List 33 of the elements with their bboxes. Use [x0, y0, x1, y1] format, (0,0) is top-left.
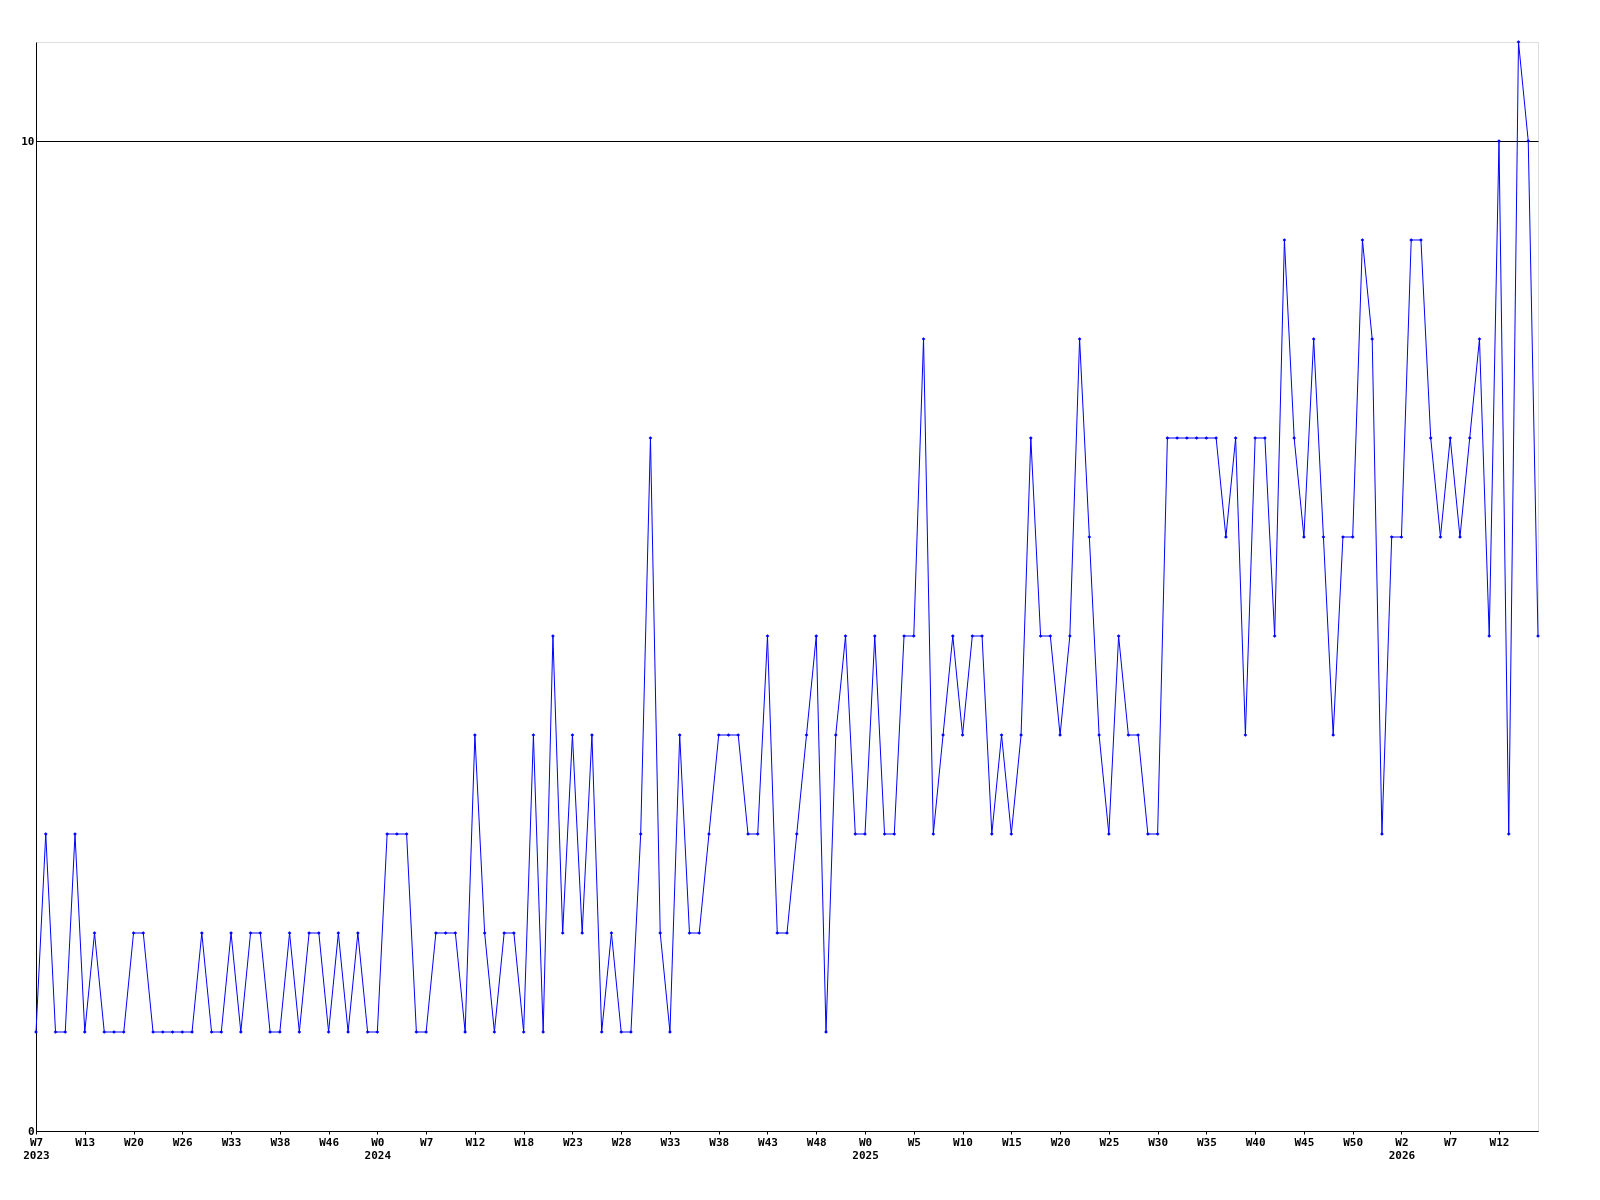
x-tick-label: W12 — [465, 1135, 486, 1149]
x-tick-label: W7 — [420, 1135, 434, 1149]
y-tick-label: 10 — [21, 134, 35, 148]
x-tick-label: W2 2026 — [1388, 1135, 1416, 1162]
x-tick-label: W28 — [611, 1135, 632, 1149]
x-tick-label: W20 — [124, 1135, 144, 1149]
x-tick-label: W15 — [1001, 1135, 1022, 1149]
y-tick-label: 0 — [27, 1124, 35, 1138]
x-tick-label: W35 — [1196, 1135, 1217, 1149]
x-tick-label: W25 — [1099, 1135, 1120, 1149]
x-tick-label: W46 — [319, 1135, 340, 1149]
x-tick-label: W10 — [953, 1135, 973, 1149]
x-tick-label: W23 — [562, 1135, 583, 1149]
x-tick-label: W12 — [1489, 1135, 1510, 1149]
x-tick-label: W0 2025 — [852, 1135, 879, 1162]
x-tick-label: W7 2023 — [23, 1135, 50, 1162]
x-tick-label: W18 — [514, 1135, 535, 1149]
x-tick-label: W45 — [1294, 1135, 1315, 1149]
x-tick-label: W0 2024 — [364, 1135, 392, 1162]
x-tick-label: W20 — [1050, 1135, 1071, 1149]
x-tick-label: W7 — [1444, 1135, 1458, 1149]
x-tick-label: W38 — [270, 1135, 291, 1149]
x-tick-label: W5 — [907, 1135, 921, 1149]
x-tick-label: W43 — [758, 1135, 778, 1149]
x-tick-label: W40 — [1245, 1135, 1266, 1149]
x-tick-label: W48 — [806, 1135, 827, 1149]
x-tick-label: W50 — [1343, 1135, 1364, 1149]
x-tick-label: W26 — [172, 1135, 194, 1149]
x-tick-label: W13 — [75, 1135, 96, 1149]
x-tick-label: W38 — [709, 1135, 730, 1149]
x-tick-label: W33 — [660, 1135, 681, 1149]
x-tick-label: W30 — [1148, 1135, 1169, 1149]
x-tick-label: W33 — [221, 1135, 242, 1149]
